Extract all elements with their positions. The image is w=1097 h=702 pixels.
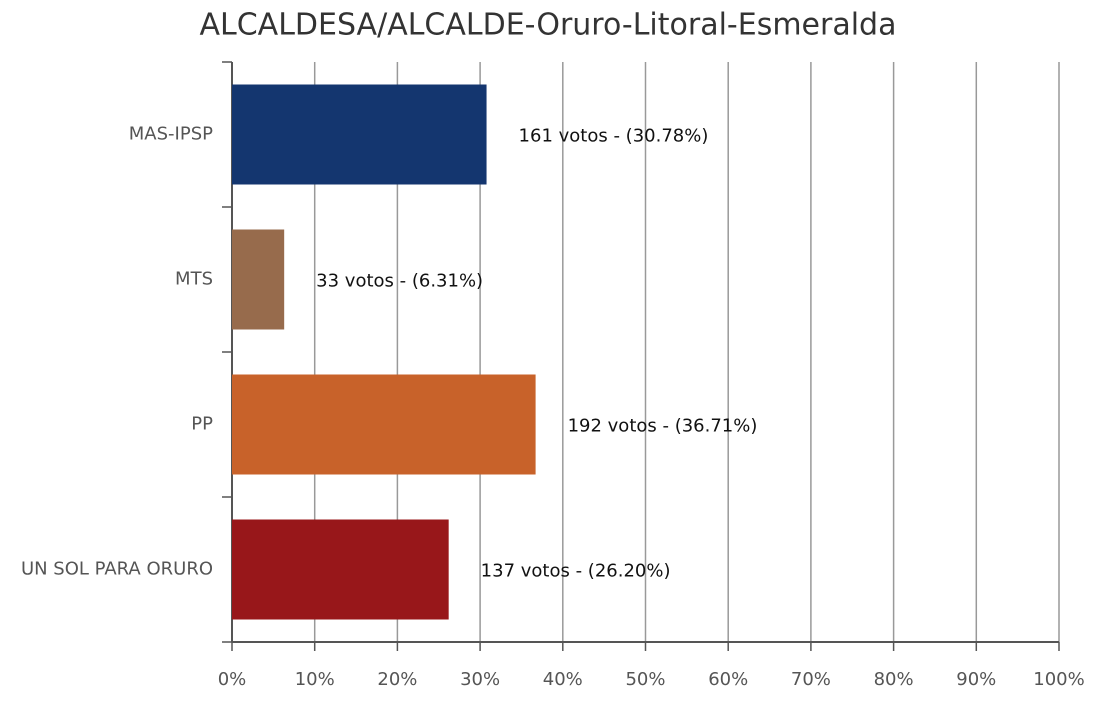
value-label: 137 votos - (26.20%) [481,561,671,582]
y-tick-label: PP [191,414,213,435]
x-tick-label: 30% [460,669,500,690]
x-tick-label: 50% [625,669,665,690]
x-tick-label: 60% [708,669,748,690]
bar [232,84,487,185]
x-tick-label: 40% [543,669,583,690]
bar [232,374,536,475]
chart-title: ALCALDESA/ALCALDE-Oruro-Litoral-Esmerald… [199,8,896,43]
x-tick-label: 10% [295,669,335,690]
value-label: 33 votos - (6.31%) [316,271,483,292]
x-tick-label: 70% [791,669,831,690]
value-label: 192 votos - (36.71%) [568,416,758,437]
x-tick-label: 80% [874,669,914,690]
x-tick-label: 20% [377,669,417,690]
y-tick-label: MAS-IPSP [129,124,213,145]
bar [232,229,285,330]
y-tick-label: UN SOL PARA ORURO [21,559,213,580]
value-label: 161 votos - (30.78%) [519,126,709,147]
x-tick-label: 90% [956,669,996,690]
x-tick-label: 100% [1033,669,1084,690]
x-tick-label: 0% [218,669,247,690]
bar [232,519,449,620]
y-tick-label: MTS [175,269,213,290]
